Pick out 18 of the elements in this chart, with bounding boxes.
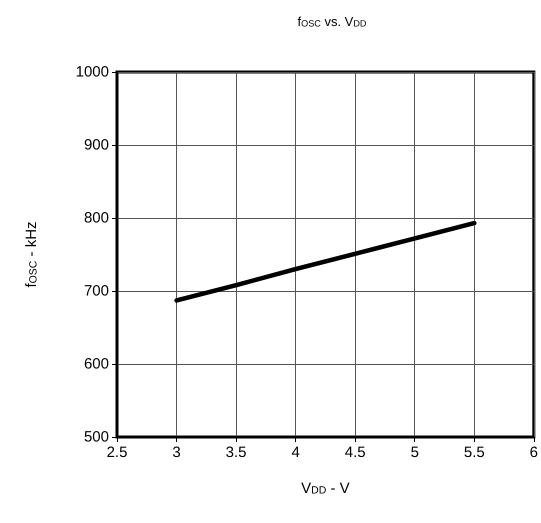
y-tick-label: 900 [84,136,109,154]
x-axis-title: VDD - V [301,480,350,497]
y-tick-label: 700 [84,282,109,300]
x-tick-label: 4 [291,444,300,461]
x-tick-label: 6 [530,444,538,461]
line-series [174,220,477,303]
x-tick-label: 3 [172,444,181,461]
y-tick-label: 500 [84,428,109,446]
x-tick-label: 4.5 [344,444,366,461]
chart-title: fOSC vs. VDD [298,14,367,29]
x-tick-label: 5.5 [464,444,485,461]
y-tick-label: 600 [84,356,109,372]
y-tick-label: 800 [84,210,109,226]
y-axis-title: fOSC - kHz [23,221,40,288]
x-tick-label: 5 [410,444,419,461]
x-tick-label: 3.5 [226,444,247,461]
x-tick-label: 2.5 [106,444,128,461]
y-tick-label: 1000 [76,64,109,80]
